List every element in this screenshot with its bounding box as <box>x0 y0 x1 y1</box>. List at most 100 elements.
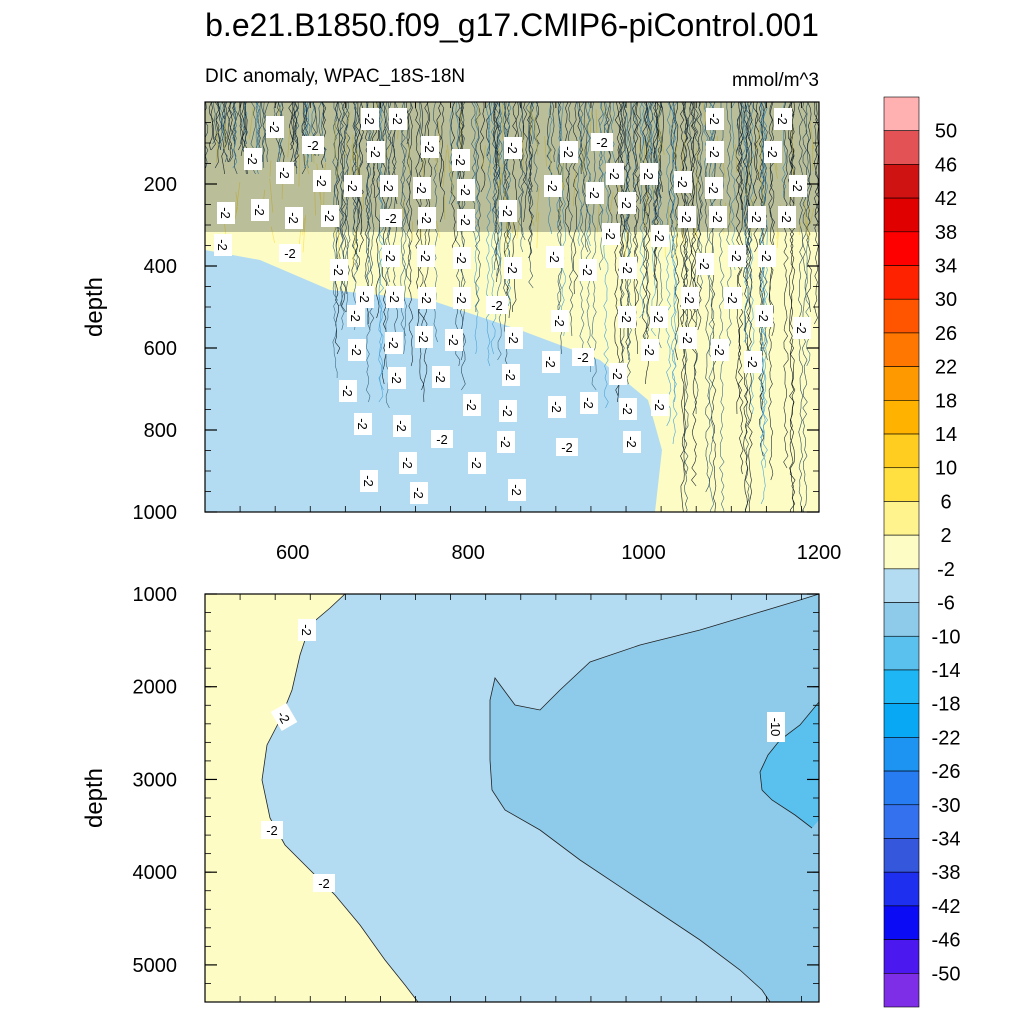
contour-label-box <box>681 287 699 309</box>
contour-label-text: -2 <box>491 298 503 313</box>
contour-strand <box>806 102 812 313</box>
contour-strand-warm <box>516 218 521 239</box>
contour-label-text: -2 <box>675 176 690 188</box>
contour-label-text: -2 <box>458 214 473 226</box>
contour-strand <box>212 102 217 145</box>
contour-label: -2 <box>486 296 508 314</box>
contour-label: -2 <box>417 245 435 267</box>
contour-label: -2 <box>706 108 724 130</box>
contour-strand-warm <box>673 145 678 161</box>
contour-strand <box>221 102 227 139</box>
contour-strand-warm <box>336 166 339 178</box>
contour-label-box <box>728 245 746 267</box>
contour-label-text: -2 <box>385 211 397 226</box>
contour-label: -2 <box>499 200 517 222</box>
y-tick-label: 5000 <box>133 955 178 977</box>
contour-strand-warm <box>234 206 239 220</box>
contour-strand <box>556 102 562 229</box>
contour-label-text: -2 <box>679 211 694 223</box>
colorbar-label: 46 <box>935 154 957 176</box>
contour-label-text: -2 <box>712 344 727 356</box>
contour-label-text: -2 <box>707 146 722 158</box>
contour-label-box <box>298 619 316 641</box>
contour-label: -2 <box>711 339 729 361</box>
contour-label-box <box>505 327 523 349</box>
upper-ticks: 200 400 600 800 1000 600 800 1000 1200 <box>133 101 841 564</box>
contour-strand <box>339 102 346 331</box>
contour-label-text: -2 <box>446 334 461 346</box>
contour-label-text: -2 <box>619 311 634 323</box>
contour-label: -2 <box>389 108 407 130</box>
contour-label: -2 <box>640 163 658 185</box>
contour-strand <box>528 102 534 289</box>
contour-label: -2 <box>348 339 366 361</box>
contour-label: -2 <box>354 413 372 435</box>
colorbar-label: 14 <box>935 424 957 446</box>
contour-strand <box>755 102 760 181</box>
contour-label: -2 <box>393 415 411 437</box>
contour-label: -2 <box>279 244 301 262</box>
contour-label-text: -2 <box>331 264 346 276</box>
y-tick-label: 3000 <box>133 769 178 791</box>
contour-strand-warm <box>804 200 808 237</box>
contour-label-box <box>486 296 508 314</box>
contour-strand <box>746 102 753 512</box>
contour-strand <box>656 102 662 199</box>
contour-strand <box>293 102 299 169</box>
contour-strand <box>518 102 524 253</box>
contour-label-box <box>758 245 776 267</box>
contour-strand <box>401 102 407 355</box>
contour-strand <box>238 102 243 151</box>
contour-label-box <box>606 163 624 185</box>
contour-strand-warm <box>549 145 552 172</box>
contour-label: -2 <box>339 380 357 402</box>
contour-label-text: -2 <box>581 397 596 409</box>
lower-y-axis-label: depth <box>81 768 108 828</box>
contour-label-text: -2 <box>580 264 595 276</box>
upper-contour-labels: -2 -2 -2 -2 -2 -2 -2 -2 -2 -2 -2 -2 -2 -2 -2 -2 -2 -2 -2 -2… <box>214 108 811 504</box>
contour-label-box <box>748 206 766 228</box>
contour-strand <box>653 102 659 307</box>
contour-strand <box>357 102 363 235</box>
contour-label: -2 <box>618 192 636 214</box>
contour-strand <box>217 102 223 151</box>
upper-panel: -2 -2 -2 -2 -2 -2 -2 -2 -2 -2 -2 -2 -2 -2 -2 -2 -2 -2 -2 -2… <box>81 101 841 564</box>
contour-strand <box>527 102 533 259</box>
contour-label-box <box>261 821 283 839</box>
contour-strand <box>623 102 630 265</box>
contour-strand-warm <box>351 144 355 162</box>
contour-strand-warm <box>298 154 300 187</box>
contour-label: -2 <box>347 305 365 327</box>
contour-label: -2 <box>705 177 723 199</box>
contour-strand-warm <box>756 127 761 150</box>
contour-label-box <box>619 398 637 420</box>
contour-label-box <box>360 470 378 492</box>
x-tick-label: 600 <box>276 542 309 564</box>
contour-label: -2 <box>504 137 522 159</box>
contour-label-box <box>572 348 594 366</box>
contour-label-text: -2 <box>215 239 230 251</box>
contour-strand <box>439 102 445 223</box>
contour-strand <box>262 102 266 169</box>
lower-contour-labels: -2 -2 -2 -2 -10 <box>261 619 785 892</box>
contour-label-text: -2 <box>307 138 319 153</box>
contour-label-text: -2 <box>505 142 520 154</box>
contour-label: -2 <box>399 452 417 474</box>
contour-label-box <box>347 305 365 327</box>
contour-label: -2 <box>217 202 235 224</box>
contour-label: -2 <box>418 287 436 309</box>
contour-label-box <box>618 306 636 328</box>
y-tick-label: 800 <box>144 420 177 442</box>
contour-label-box <box>270 702 298 732</box>
contour-label-box <box>705 177 723 199</box>
colorbar-swatch <box>883 703 920 738</box>
colorbar-label: 22 <box>935 357 957 379</box>
colorbar-label: 30 <box>935 289 957 311</box>
contour-strand <box>696 102 702 331</box>
contour-label-box <box>619 257 637 279</box>
colorbar-swatch <box>883 366 920 401</box>
contour-label: -2 <box>709 206 727 228</box>
contour-label: -2 <box>313 874 335 892</box>
contour-label: -2 <box>793 317 811 339</box>
lower-fill-neg10-neg14 <box>760 702 819 828</box>
